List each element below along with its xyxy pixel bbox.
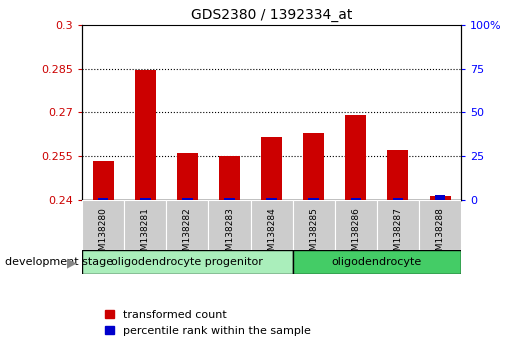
Text: oligodendrocyte: oligodendrocyte bbox=[332, 257, 422, 267]
FancyBboxPatch shape bbox=[335, 200, 377, 250]
Bar bbox=[350, 198, 361, 200]
Text: GSM138282: GSM138282 bbox=[183, 207, 192, 262]
Text: GSM138286: GSM138286 bbox=[351, 207, 360, 262]
Text: ▶: ▶ bbox=[67, 256, 76, 269]
Text: GSM138281: GSM138281 bbox=[141, 207, 150, 262]
Text: GSM138280: GSM138280 bbox=[99, 207, 108, 262]
FancyBboxPatch shape bbox=[377, 200, 419, 250]
Bar bbox=[182, 198, 193, 200]
FancyBboxPatch shape bbox=[124, 200, 166, 250]
Bar bbox=[261, 137, 282, 200]
Bar bbox=[98, 198, 109, 200]
Bar bbox=[435, 195, 445, 200]
FancyBboxPatch shape bbox=[166, 200, 208, 250]
Bar bbox=[177, 153, 198, 200]
Title: GDS2380 / 1392334_at: GDS2380 / 1392334_at bbox=[191, 8, 352, 22]
Text: GSM138284: GSM138284 bbox=[267, 207, 276, 262]
FancyBboxPatch shape bbox=[293, 200, 335, 250]
FancyBboxPatch shape bbox=[82, 200, 124, 250]
Bar bbox=[93, 161, 114, 200]
Bar bbox=[387, 150, 409, 200]
Text: GSM138285: GSM138285 bbox=[309, 207, 318, 262]
Legend: transformed count, percentile rank within the sample: transformed count, percentile rank withi… bbox=[105, 310, 311, 336]
Text: GSM138283: GSM138283 bbox=[225, 207, 234, 262]
Bar bbox=[135, 70, 156, 200]
FancyBboxPatch shape bbox=[293, 250, 461, 274]
Bar bbox=[267, 198, 277, 200]
Bar bbox=[346, 115, 366, 200]
Text: GSM138288: GSM138288 bbox=[436, 207, 445, 262]
Bar bbox=[308, 198, 319, 200]
Bar bbox=[429, 196, 450, 200]
Bar bbox=[303, 133, 324, 200]
Bar bbox=[219, 156, 240, 200]
FancyBboxPatch shape bbox=[208, 200, 251, 250]
Bar bbox=[224, 198, 235, 200]
Bar bbox=[140, 198, 151, 200]
Bar bbox=[393, 198, 403, 200]
Text: oligodendrocyte progenitor: oligodendrocyte progenitor bbox=[111, 257, 263, 267]
Text: development stage: development stage bbox=[5, 257, 113, 267]
FancyBboxPatch shape bbox=[251, 200, 293, 250]
FancyBboxPatch shape bbox=[419, 200, 461, 250]
FancyBboxPatch shape bbox=[82, 250, 293, 274]
Text: GSM138287: GSM138287 bbox=[393, 207, 402, 262]
